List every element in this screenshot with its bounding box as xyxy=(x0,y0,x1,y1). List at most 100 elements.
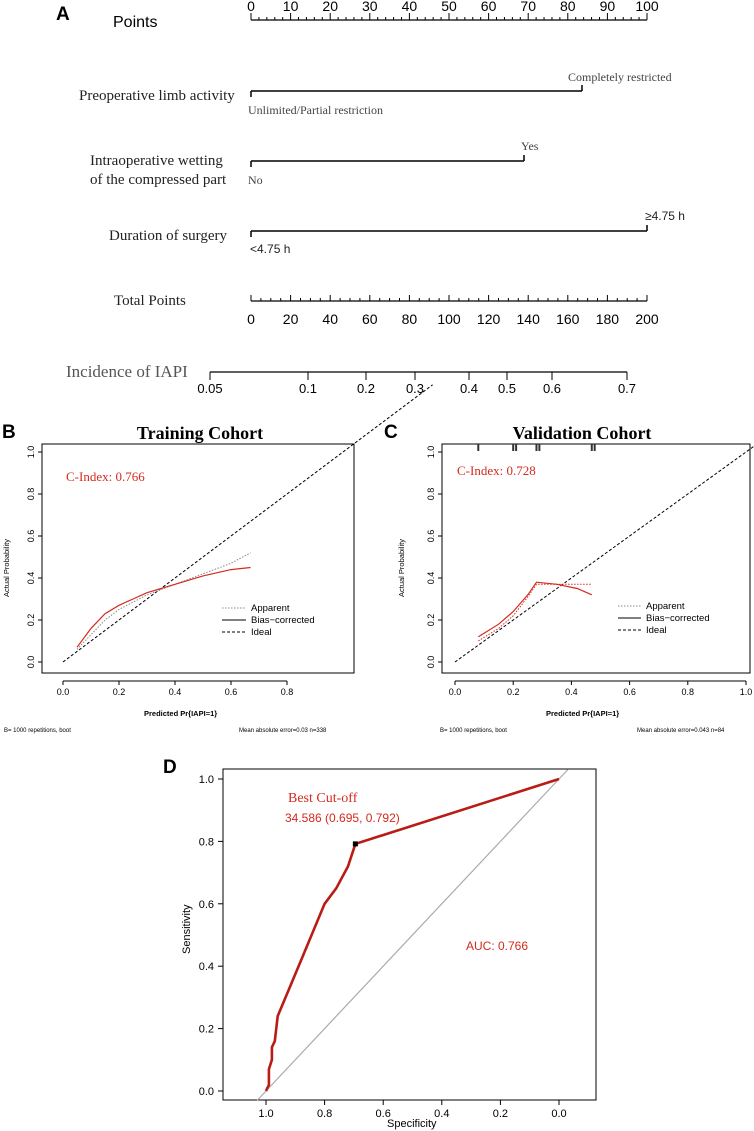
b-legend-apparent: Apparent xyxy=(251,603,290,614)
points-tick-label: 40 xyxy=(402,0,418,14)
d-ylabel: Sensitivity xyxy=(181,904,193,954)
b-xlabel: Predicted Pr{IAPI=1} xyxy=(144,709,217,718)
incidence-tick-label: 0.3 xyxy=(406,381,424,396)
b-y-tick-label: 0.6 xyxy=(26,530,36,543)
points-axis: 0 10 20 30 40 50 60 70 80 90 100 xyxy=(247,0,659,21)
panel-b-training-calibration: B Training Cohort 0.0 0.2 0.4 0.6 0.8 1.0 0.0 0… xyxy=(2,384,433,734)
c-footer-right: Mean absolute error=0.043 n=84 xyxy=(637,728,725,734)
c-y-tick-label: 0.0 xyxy=(426,656,436,669)
b-y-tick-label: 0.2 xyxy=(26,614,36,627)
d-auc: AUC: 0.766 xyxy=(466,939,528,953)
b-y-tick-label: 0.8 xyxy=(26,488,36,501)
var1-label: Preoperative limb activity xyxy=(79,88,235,104)
panel-d-roc: D 0.0 0.2 0.4 0.6 0.8 1.0 1.0 0.8 0.6 0.4 0.2 0.0 B… xyxy=(163,757,597,1130)
var1-level-high: Completely restricted xyxy=(568,70,672,84)
var1-level-low: Unlimited/Partial restriction xyxy=(248,103,383,117)
b-y-tick-label: 0.0 xyxy=(26,656,36,669)
panel-a-nomogram: A Points 0 10 20 30 40 50 60 70 80 90 100 Preopera… xyxy=(56,0,685,396)
b-axes: 0.0 0.2 0.4 0.6 0.8 1.0 0.0 0.2 0.4 0.6 0.8 xyxy=(26,446,293,697)
c-x-tick-label: 0.6 xyxy=(623,687,636,697)
d-y-tick-label: 0.4 xyxy=(199,961,214,973)
incidence-tick-label: 0.6 xyxy=(543,381,561,396)
var2-label-line2: of the compressed part xyxy=(90,172,227,188)
total-points-label: Total Points xyxy=(114,293,186,309)
total-tick-label: 120 xyxy=(477,311,501,327)
d-reference-diagonal xyxy=(256,769,569,1101)
incidence-tick-label: 0.05 xyxy=(197,381,222,396)
c-x-tick-label: 0.2 xyxy=(507,687,520,697)
b-title: Training Cohort xyxy=(137,423,263,443)
c-y-tick-label: 1.0 xyxy=(426,446,436,459)
points-tick-label: 90 xyxy=(600,0,616,14)
d-x-tick-label: 0.6 xyxy=(376,1108,391,1120)
d-roc-curve xyxy=(264,777,560,1092)
incidence-axis: 0.05 0.1 0.2 0.3 0.4 0.5 0.6 0.7 xyxy=(197,371,636,396)
total-tick-label: 60 xyxy=(362,311,378,327)
b-c-index: C-Index: 0.766 xyxy=(66,469,145,484)
total-tick-label: 140 xyxy=(517,311,541,327)
total-tick-label: 20 xyxy=(283,311,299,327)
total-tick-label: 0 xyxy=(247,311,255,327)
d-axes: 0.0 0.2 0.4 0.6 0.8 1.0 1.0 0.8 0.6 0.4 0.2 0.0 xyxy=(199,774,567,1120)
d-x-tick-label: 0.0 xyxy=(551,1108,566,1120)
c-x-tick-label: 0.8 xyxy=(682,687,695,697)
var3-label: Duration of surgery xyxy=(109,228,228,244)
points-tick-label: 80 xyxy=(560,0,576,14)
points-tick-label: 30 xyxy=(362,0,378,14)
points-tick-label: 60 xyxy=(481,0,497,14)
points-axis-label: Points xyxy=(113,14,157,31)
c-x-tick-label: 1.0 xyxy=(740,687,753,697)
incidence-tick-label: 0.7 xyxy=(618,381,636,396)
d-best-cutoff-label: Best Cut-off xyxy=(288,791,358,806)
c-legend-bias: Bias−corrected xyxy=(646,613,710,624)
var2-level-low: No xyxy=(248,173,263,187)
b-footer-left: B= 1000 repetitions, boot xyxy=(4,728,71,734)
total-tick-label: 80 xyxy=(402,311,418,327)
d-best-cutoff-value: 34.586 (0.695, 0.792) xyxy=(285,811,400,825)
c-xlabel: Predicted Pr{IAPI=1} xyxy=(546,709,619,718)
b-y-tick-label: 1.0 xyxy=(26,446,36,459)
panel-label-d: D xyxy=(163,757,177,778)
var2-level-high: Yes xyxy=(521,139,539,153)
c-legend: Apparent Bias−corrected Ideal xyxy=(618,601,710,636)
var3-level-low: <4.75 h xyxy=(250,242,290,256)
c-axes: 0.0 0.2 0.4 0.6 0.8 1.0 0.0 0.2 0.4 0.6 0.8 1.0 xyxy=(426,446,752,697)
c-y-tick-label: 0.2 xyxy=(426,614,436,627)
b-x-tick-label: 0.6 xyxy=(225,687,238,697)
d-y-tick-label: 0.2 xyxy=(199,1024,214,1036)
c-bias-corrected-line xyxy=(477,581,593,638)
points-tick-label: 100 xyxy=(635,0,659,14)
b-x-tick-label: 0.2 xyxy=(113,687,126,697)
points-tick-label: 20 xyxy=(322,0,338,14)
c-rug-marks xyxy=(477,444,596,451)
total-points-axis: 0 20 40 60 80 100 120 140 160 180 200 xyxy=(247,295,659,327)
b-legend-ideal: Ideal xyxy=(251,627,272,638)
panel-label-c: C xyxy=(384,422,398,443)
total-tick-label: 40 xyxy=(322,311,338,327)
incidence-tick-label: 0.2 xyxy=(357,381,375,396)
c-x-tick-label: 0.4 xyxy=(565,687,578,697)
panel-label-a: A xyxy=(56,4,70,25)
var3-level-high: ≥4.75 h xyxy=(645,209,685,223)
b-x-tick-label: 0.0 xyxy=(57,687,70,697)
points-tick-label: 0 xyxy=(247,0,255,14)
d-y-tick-label: 1.0 xyxy=(199,774,214,786)
points-tick-label: 10 xyxy=(283,0,299,14)
d-x-tick-label: 0.8 xyxy=(317,1108,332,1120)
b-x-tick-label: 0.8 xyxy=(281,687,294,697)
b-ylabel: Actual Probability xyxy=(2,539,11,597)
c-apparent-line xyxy=(478,583,592,642)
b-legend-bias: Bias−corrected xyxy=(251,615,315,626)
panel-label-b: B xyxy=(2,422,16,443)
c-legend-ideal: Ideal xyxy=(646,625,667,636)
b-y-tick-label: 0.4 xyxy=(26,572,36,585)
incidence-tick-label: 0.1 xyxy=(299,381,317,396)
points-tick-label: 70 xyxy=(520,0,536,14)
incidence-tick-label: 0.4 xyxy=(460,381,478,396)
c-footer-left: B= 1000 repetitions, boot xyxy=(440,728,507,734)
d-y-tick-label: 0.8 xyxy=(199,836,214,848)
b-ideal-line xyxy=(62,384,433,663)
b-bias-corrected-line xyxy=(76,566,251,648)
c-c-index: C-Index: 0.728 xyxy=(457,463,536,478)
